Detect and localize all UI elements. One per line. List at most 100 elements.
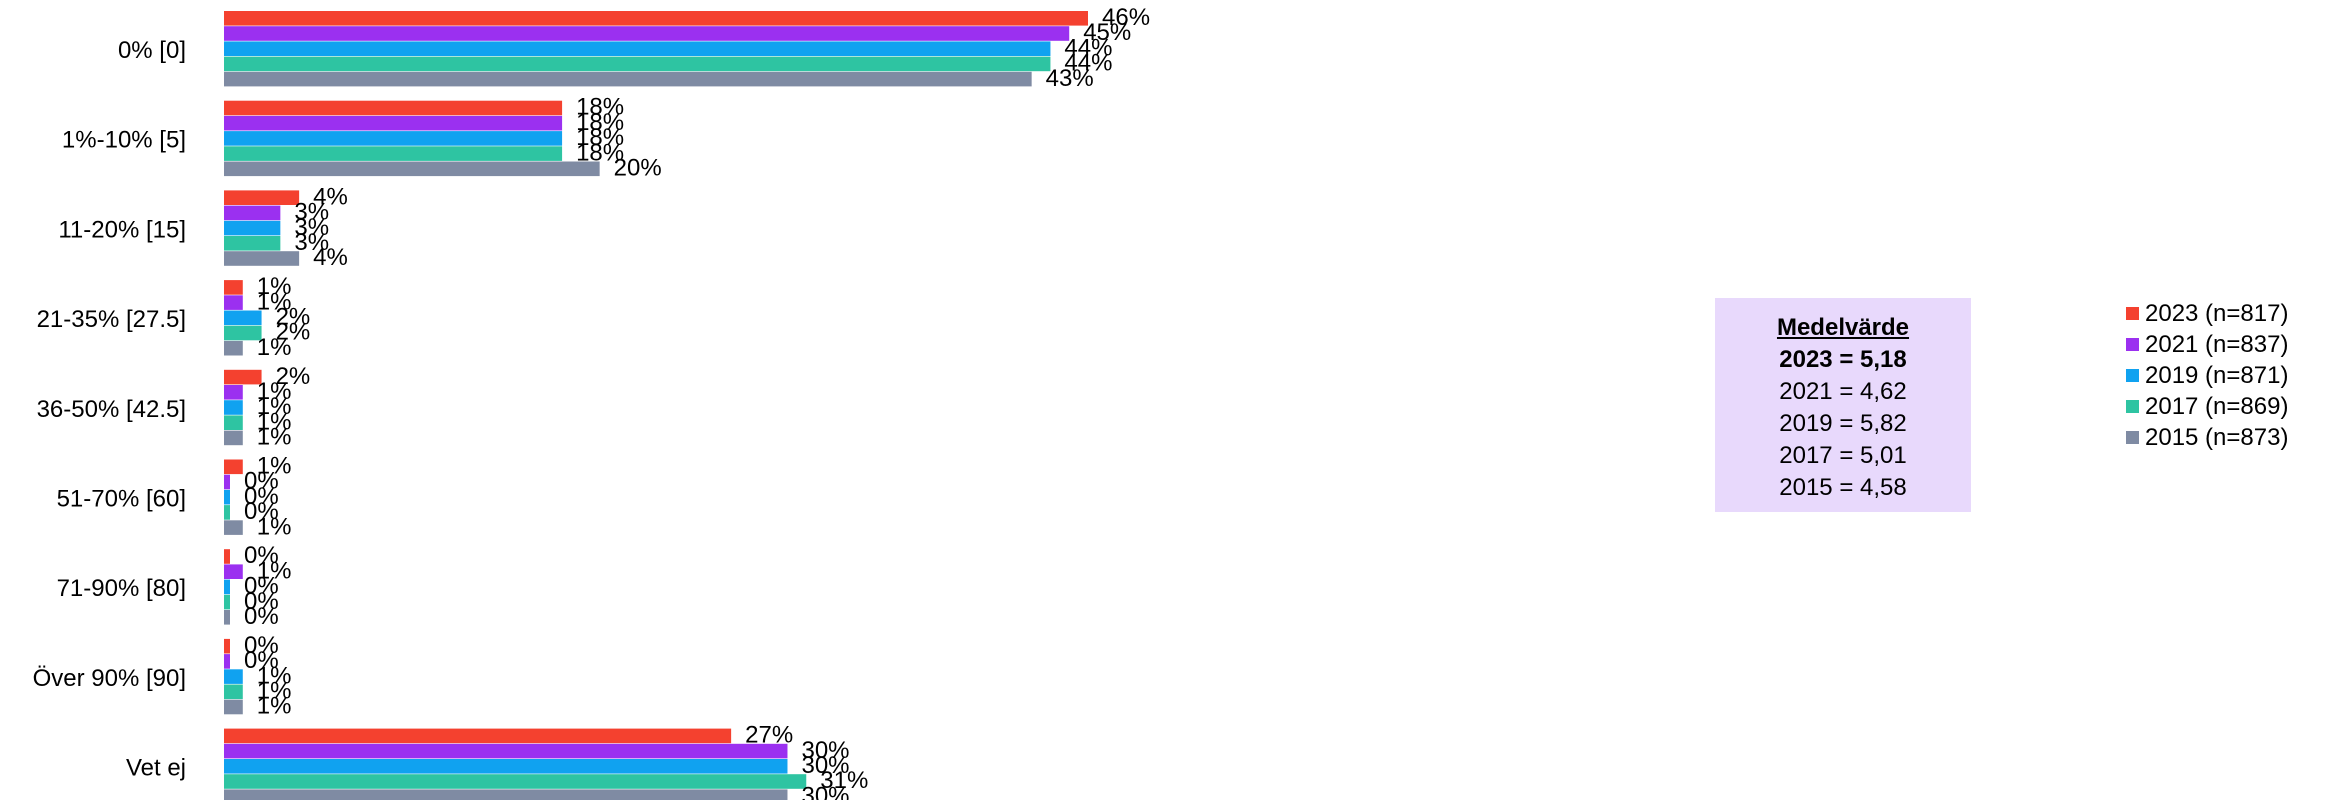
bar-2015 bbox=[224, 789, 788, 800]
bar-2017 bbox=[224, 56, 1051, 72]
bar-2021 bbox=[224, 474, 230, 490]
legend-swatch bbox=[2126, 400, 2139, 413]
bar-value-label: 18% bbox=[576, 124, 624, 151]
bar-value-label: 31% bbox=[820, 767, 868, 794]
bar-2023 bbox=[224, 11, 1088, 26]
bar-value-label: 3% bbox=[294, 214, 329, 241]
bar-2023 bbox=[224, 280, 243, 295]
bar-value-label: 0% bbox=[244, 573, 279, 600]
legend-swatch bbox=[2126, 369, 2139, 382]
bar-value-label: 3% bbox=[294, 229, 329, 256]
bar-value-label: 30% bbox=[801, 752, 849, 779]
bar-2017 bbox=[224, 236, 281, 251]
bar-value-label: 1% bbox=[257, 678, 292, 705]
bar-2015 bbox=[224, 430, 243, 446]
bar-2021 bbox=[224, 205, 281, 221]
bar-value-label: 0% bbox=[244, 483, 279, 510]
mean-line-2019: 2019 = 5,82 bbox=[1779, 410, 1907, 437]
bar-value-label: 1% bbox=[257, 557, 292, 584]
mean-line-2023: 2023 = 5,18 bbox=[1779, 346, 1907, 373]
bar-value-label: 4% bbox=[313, 244, 348, 271]
bar-2023 bbox=[224, 728, 732, 744]
bar-value-label: 1% bbox=[257, 273, 292, 300]
bar-2023 bbox=[224, 549, 230, 564]
bar-value-label: 43% bbox=[1046, 65, 1094, 92]
bar-value-label: 1% bbox=[257, 378, 292, 405]
bar-value-label: 1% bbox=[257, 334, 292, 361]
bar-2019 bbox=[224, 489, 230, 505]
legend-label: 2023 (n=817) bbox=[2145, 300, 2289, 327]
bar-2019 bbox=[224, 41, 1051, 56]
mean-line-2015: 2015 = 4,58 bbox=[1779, 474, 1907, 501]
bar-2023 bbox=[224, 190, 300, 205]
category-label: Över 90% [90] bbox=[33, 665, 186, 692]
bar-2019 bbox=[224, 579, 230, 595]
bar-2017 bbox=[224, 146, 563, 161]
bar-2021 bbox=[224, 26, 1070, 41]
bar-2021 bbox=[224, 654, 230, 669]
bar-2021 bbox=[224, 295, 243, 310]
bar-value-label: 20% bbox=[614, 155, 662, 182]
legend-label: 2021 (n=837) bbox=[2145, 331, 2289, 358]
bar-value-label: 1% bbox=[257, 662, 292, 689]
bar-2015 bbox=[224, 340, 243, 356]
bar-value-label: 18% bbox=[576, 109, 624, 136]
bar-2019 bbox=[224, 759, 788, 774]
legend-label: 2017 (n=869) bbox=[2145, 393, 2289, 420]
legend-item-2021: 2021 (n=837) bbox=[2126, 329, 2288, 360]
bar-value-label: 0% bbox=[244, 468, 279, 495]
bar-2015 bbox=[224, 71, 1032, 87]
bar-value-label: 30% bbox=[801, 737, 849, 764]
bar-2015 bbox=[224, 251, 300, 266]
bar-value-label: 1% bbox=[257, 288, 292, 315]
bar-2015 bbox=[224, 610, 230, 625]
bar-2019 bbox=[224, 220, 281, 236]
mean-box-title: Medelvärde bbox=[1776, 314, 1910, 341]
legend-item-2019: 2019 (n=871) bbox=[2126, 360, 2288, 391]
bar-value-label: 2% bbox=[276, 363, 311, 390]
legend-swatch bbox=[2126, 338, 2139, 351]
bar-2021 bbox=[224, 115, 563, 131]
category-label: 21-35% [27.5] bbox=[37, 306, 186, 333]
bar-2019 bbox=[224, 400, 243, 415]
bar-value-label: 0% bbox=[244, 603, 279, 630]
bar-2017 bbox=[224, 325, 262, 341]
bar-2023 bbox=[224, 100, 563, 116]
legend-swatch bbox=[2126, 307, 2139, 320]
mean-line-2017: 2017 = 5,01 bbox=[1779, 442, 1907, 469]
bar-value-label: 2% bbox=[276, 319, 311, 346]
category-label: 1%-10% [5] bbox=[62, 127, 186, 154]
legend-label: 2015 (n=873) bbox=[2145, 424, 2289, 451]
bar-value-label: 1% bbox=[257, 408, 292, 435]
bar-value-label: 44% bbox=[1064, 34, 1112, 61]
bar-value-label: 3% bbox=[294, 199, 329, 226]
bar-2019 bbox=[224, 669, 243, 684]
bar-2017 bbox=[224, 774, 807, 789]
bar-value-label: 1% bbox=[257, 513, 292, 540]
bar-2015 bbox=[224, 520, 243, 535]
bar-value-label: 1% bbox=[257, 453, 292, 480]
bar-value-label: 46% bbox=[1102, 4, 1150, 31]
bar-2017 bbox=[224, 505, 230, 520]
legend-label: 2019 (n=871) bbox=[2145, 362, 2289, 389]
category-label: 11-20% [15] bbox=[58, 216, 186, 243]
category-label: 36-50% [42.5] bbox=[37, 396, 186, 423]
bar-value-label: 1% bbox=[257, 693, 292, 720]
bar-2017 bbox=[224, 594, 230, 610]
category-label: 51-70% [60] bbox=[57, 486, 186, 513]
legend-swatch bbox=[2126, 431, 2139, 444]
bar-value-label: 18% bbox=[576, 94, 624, 121]
legend-item-2015: 2015 (n=873) bbox=[2126, 422, 2288, 453]
bar-value-label: 0% bbox=[244, 632, 279, 659]
bar-value-label: 0% bbox=[244, 542, 279, 569]
bar-2023 bbox=[224, 459, 243, 475]
bar-2015 bbox=[224, 161, 600, 177]
chart-legend: 2023 (n=817) 2021 (n=837) 2019 (n=871) 2… bbox=[2126, 298, 2288, 453]
bar-2021 bbox=[224, 743, 788, 759]
bar-value-label: 0% bbox=[244, 588, 279, 615]
bar-value-label: 45% bbox=[1083, 19, 1131, 46]
legend-item-2023: 2023 (n=817) bbox=[2126, 298, 2288, 329]
bar-2021 bbox=[224, 564, 243, 579]
bar-2023 bbox=[224, 369, 262, 385]
